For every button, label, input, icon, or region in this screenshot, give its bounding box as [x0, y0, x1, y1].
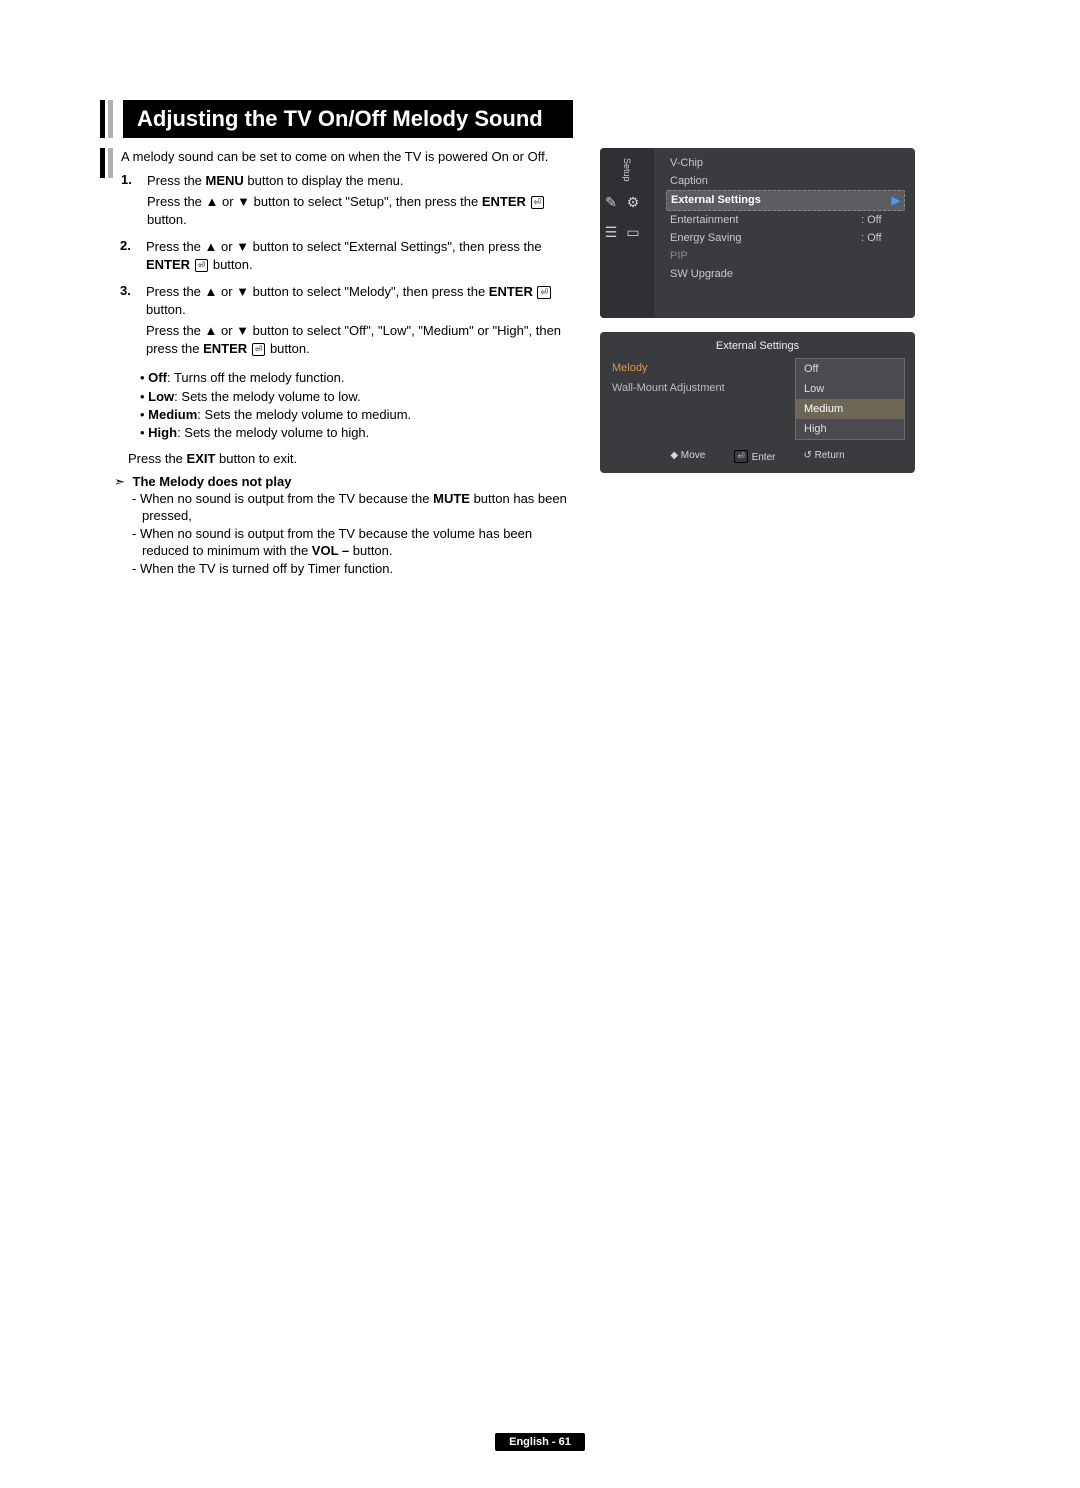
- osd-menu-item[interactable]: Caption: [666, 172, 905, 190]
- osd-column: Setup ✎⚙☰▭ V-ChipCaptionExternal Setting…: [600, 148, 915, 578]
- osd2-row[interactable]: Melody: [610, 358, 787, 378]
- section-header: Adjusting the TV On/Off Melody Sound: [100, 100, 1000, 138]
- exit-line: Press the EXIT button to exit.: [128, 450, 580, 468]
- step-line: Press the ▲ or ▼ button to select "Exter…: [146, 238, 580, 273]
- osd-rows: V-ChipCaptionExternal Settings▶Entertain…: [654, 148, 915, 318]
- option-item: Off: Turns off the melody function.: [140, 369, 580, 387]
- bar-black: [100, 100, 105, 138]
- step-number: 1.: [121, 172, 147, 233]
- osd2-left-list: MelodyWall-Mount Adjustment: [610, 358, 787, 440]
- step-number: 3.: [120, 283, 146, 361]
- exit-bold: EXIT: [187, 451, 216, 466]
- bar-gray: [108, 100, 113, 138]
- note-item: When the TV is turned off by Timer funct…: [128, 560, 580, 578]
- step-body: Press the ▲ or ▼ button to select "Melod…: [146, 283, 580, 361]
- option-item: High: Sets the melody volume to high.: [140, 424, 580, 442]
- osd-menu-item[interactable]: Entertainment: Off: [666, 211, 905, 229]
- osd2-option[interactable]: Low: [796, 379, 904, 399]
- options-list: Off: Turns off the melody function.Low: …: [100, 369, 580, 442]
- osd2-move: ◆ Move: [670, 450, 705, 463]
- step-number: 2.: [120, 238, 146, 277]
- title-bars: [100, 100, 113, 138]
- step-line: Press the ▲ or ▼ button to select "Off",…: [146, 322, 580, 357]
- osd2-enter: ⏎ Enter: [733, 450, 775, 463]
- note-item: When no sound is output from the TV beca…: [128, 490, 580, 525]
- osd-nav-icon[interactable]: ☰: [600, 222, 622, 244]
- osd2-title: External Settings: [600, 332, 915, 358]
- step-3: 3.Press the ▲ or ▼ button to select "Mel…: [100, 283, 580, 361]
- osd-menu-item[interactable]: Energy Saving: Off: [666, 229, 905, 247]
- osd2-option[interactable]: Medium: [796, 399, 904, 419]
- exit-post: button to exit.: [215, 451, 297, 466]
- osd-setup-menu: Setup ✎⚙☰▭ V-ChipCaptionExternal Setting…: [600, 148, 915, 318]
- bar-gray: [108, 148, 113, 178]
- step-line: Press the ▲ or ▼ button to select "Setup…: [147, 193, 580, 228]
- step-line: Press the ▲ or ▼ button to select "Melod…: [146, 283, 580, 318]
- osd2-row[interactable]: Wall-Mount Adjustment: [610, 378, 787, 398]
- osd-nav-icon[interactable]: ▭: [622, 222, 644, 244]
- step-2: 2.Press the ▲ or ▼ button to select "Ext…: [100, 238, 580, 277]
- option-item: Medium: Sets the melody volume to medium…: [140, 406, 580, 424]
- osd-sidebar: Setup ✎⚙☰▭: [600, 148, 654, 318]
- note-title-row: ➣ The Melody does not play: [114, 474, 580, 490]
- osd-side-label: Setup: [622, 158, 632, 182]
- step-line: Press the MENU button to display the men…: [147, 172, 580, 190]
- step-1: 1.Press the MENU button to display the m…: [121, 172, 580, 233]
- footer-label: English - 61: [495, 1433, 585, 1451]
- intro-bars: [100, 148, 113, 232]
- osd2-option[interactable]: High: [796, 419, 904, 439]
- note-item: When no sound is output from the TV beca…: [128, 525, 580, 560]
- page-footer: English - 61: [0, 1433, 1080, 1448]
- osd-menu-item[interactable]: V-Chip: [666, 154, 905, 172]
- page-title: Adjusting the TV On/Off Melody Sound: [123, 100, 573, 138]
- osd-menu-item[interactable]: External Settings▶: [666, 190, 905, 211]
- exit-pre: Press the: [128, 451, 187, 466]
- step-body: Press the ▲ or ▼ button to select "Exter…: [146, 238, 580, 277]
- osd-menu-item[interactable]: PIP: [666, 247, 905, 265]
- osd-nav-icon[interactable]: ⚙: [622, 192, 644, 214]
- text-column: A melody sound can be set to come on whe…: [100, 148, 580, 578]
- osd2-options-list: OffLowMediumHigh: [795, 358, 905, 440]
- osd-menu-item[interactable]: SW Upgrade: [666, 265, 905, 283]
- option-item: Low: Sets the melody volume to low.: [140, 388, 580, 406]
- osd2-footer: ◆ Move ⏎ Enter ↺ Return: [600, 440, 915, 467]
- step-body: Press the MENU button to display the men…: [147, 172, 580, 233]
- osd2-option[interactable]: Off: [796, 359, 904, 379]
- osd2-return: ↺ Return: [803, 450, 844, 463]
- intro-text: A melody sound can be set to come on whe…: [121, 148, 580, 166]
- osd-nav-icon[interactable]: ✎: [600, 192, 622, 214]
- note-marker-icon: ➣: [114, 474, 125, 489]
- osd-external-settings: External Settings MelodyWall-Mount Adjus…: [600, 332, 915, 473]
- note-title: The Melody does not play: [133, 474, 292, 489]
- bar-black: [100, 148, 105, 178]
